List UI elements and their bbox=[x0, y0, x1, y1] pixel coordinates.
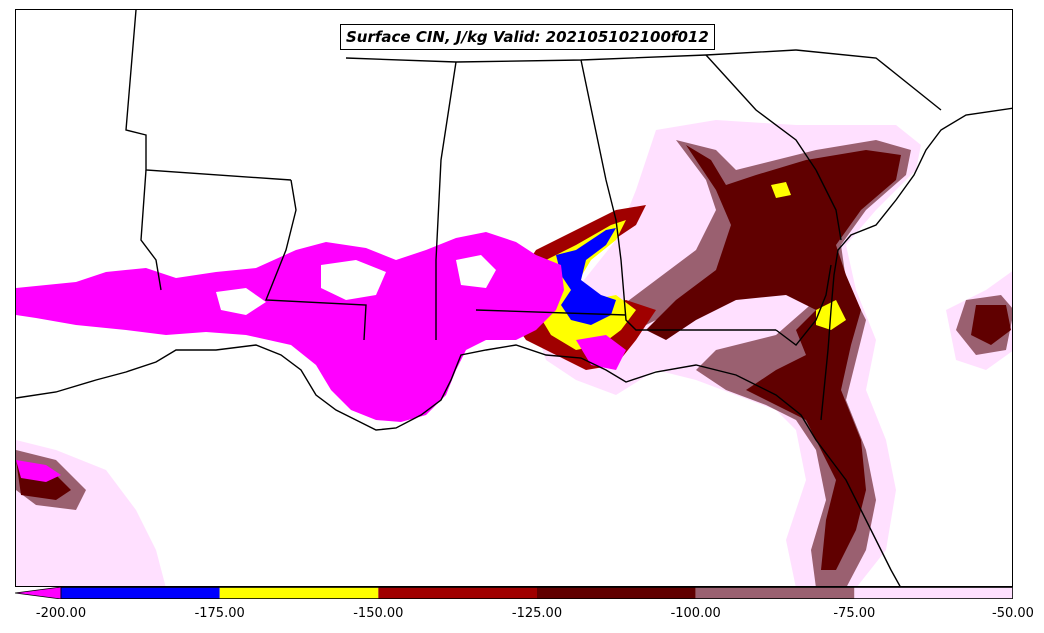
colorbar-tick-label: -175.00 bbox=[194, 606, 245, 621]
state-border bbox=[580, 59, 776, 331]
colorbar-tick-label: -100.00 bbox=[670, 606, 721, 621]
coastline-east bbox=[820, 107, 1012, 421]
cin-contour-blue bbox=[556, 228, 616, 325]
cin-contour-magenta bbox=[16, 460, 61, 482]
colorbar-segment bbox=[219, 587, 379, 599]
colorbar-tick-label: -150.00 bbox=[353, 606, 404, 621]
state-border bbox=[264, 179, 367, 341]
state-border bbox=[345, 49, 797, 63]
cin-contour-hole bbox=[321, 260, 386, 300]
state-border bbox=[775, 264, 832, 346]
map-panel: Surface CIN, J/kg Valid: 202105102100f01… bbox=[15, 9, 1013, 587]
colorbar-segment bbox=[378, 587, 537, 599]
colorbar bbox=[15, 587, 1013, 599]
cin-contour-hole bbox=[216, 288, 266, 315]
cin-contour-magenta bbox=[16, 232, 564, 422]
cin-fill-layer bbox=[16, 120, 1012, 586]
boundary-layer bbox=[16, 10, 1012, 586]
cin-contour-magenta bbox=[576, 335, 626, 370]
cin-map bbox=[16, 10, 1012, 586]
colorbar-tick-label: -125.00 bbox=[511, 606, 563, 621]
colorbar-tick-label: -50.00 bbox=[992, 606, 1034, 621]
colorbar-segment bbox=[61, 587, 220, 599]
coastline bbox=[16, 344, 901, 586]
cin-contour-yellow bbox=[536, 220, 636, 350]
cin-contour-hole bbox=[456, 255, 496, 288]
colorbar-segment bbox=[695, 587, 855, 599]
map-title: Surface CIN, J/kg Valid: 202105102100f01… bbox=[340, 24, 715, 50]
colorbar-labels: -200.00 -175.00 -150.00 -125.00 -100.00 -75.0… bbox=[0, 606, 1044, 626]
colorbar-extension bbox=[15, 587, 62, 599]
colorbar-segment bbox=[537, 587, 696, 599]
colorbar-segment bbox=[854, 587, 1013, 599]
state-border bbox=[125, 10, 292, 181]
state-border bbox=[795, 49, 942, 111]
state-border bbox=[705, 54, 817, 171]
colorbar-tick-label: -200.00 bbox=[35, 606, 87, 621]
cin-contour-yellow bbox=[771, 182, 791, 198]
state-border bbox=[475, 309, 627, 316]
cin-contour-darkred bbox=[971, 305, 1011, 345]
colorbar-outline bbox=[60, 587, 1013, 599]
state-border bbox=[815, 169, 842, 241]
state-border bbox=[140, 169, 162, 291]
colorbar-tick-label: -75.00 bbox=[833, 606, 876, 621]
state-border bbox=[435, 61, 457, 340]
